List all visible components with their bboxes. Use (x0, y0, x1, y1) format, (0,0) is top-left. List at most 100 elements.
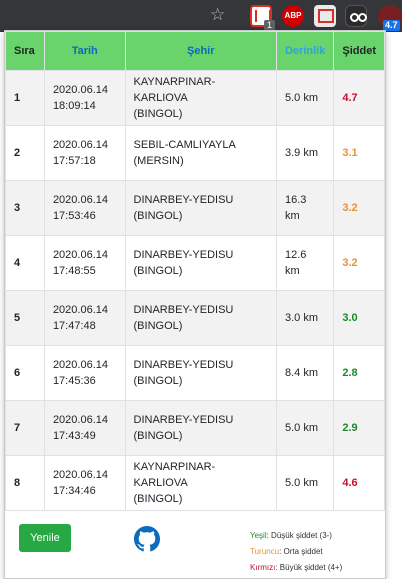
row-place: DINARBEY-YEDISU (133, 304, 234, 316)
row-province: (BINGOL) (133, 210, 183, 222)
row-magnitude: 4.6 (333, 455, 385, 511)
calendar-extension-icon[interactable] (314, 5, 336, 27)
header-sehir: Şehir (124, 31, 277, 71)
row-time: 17:48:55 (52, 265, 96, 277)
row-depth-line1: 3.9 km (284, 147, 318, 159)
row-magnitude: 3.1 (333, 125, 385, 181)
adblock-plus-icon[interactable]: ABP (282, 5, 304, 27)
row-index: 8 (5, 455, 45, 511)
row-depth-line1: 16.3 (284, 194, 307, 206)
table-row: 8 2020.06.14 17:34:46 KAYNARPINAR-KARLIOVA (… (5, 455, 385, 511)
row-date: 2020.06.14 (52, 139, 108, 151)
row-index: 1 (5, 70, 45, 126)
table-row: 7 2020.06.14 17:43:49 DINARBEY-YEDISU (BINGO… (5, 400, 385, 456)
row-place: KAYNARPINAR-KARLIOVA (133, 461, 216, 489)
row-location: DINARBEY-YEDISU (BINGOL) (124, 290, 277, 346)
row-depth: 3.0 km (275, 290, 335, 346)
row-datetime: 2020.06.14 17:45:36 (43, 345, 126, 401)
row-time: 17:45:36 (52, 375, 96, 387)
row-time: 17:53:46 (52, 210, 96, 222)
browser-toolbar: ☆ 1 ABP 4.7 (0, 0, 402, 32)
row-province: (BINGOL) (133, 265, 183, 277)
row-depth: 5.0 km (275, 455, 335, 511)
row-province: (BINGOL) (133, 320, 183, 332)
row-time: 18:09:14 (52, 100, 96, 112)
row-province: (BINGOL) (133, 108, 183, 120)
row-magnitude: 3.0 (333, 290, 385, 346)
legend-medium: Turuncu: Orta şiddet (250, 547, 323, 556)
row-index: 5 (5, 290, 45, 346)
row-province: (BINGOL) (133, 375, 183, 387)
row-index: 4 (5, 235, 45, 291)
row-place: DINARBEY-YEDISU (133, 194, 234, 206)
github-icon[interactable] (134, 526, 160, 552)
row-date: 2020.06.14 (52, 84, 108, 96)
row-datetime: 2020.06.14 17:43:49 (43, 400, 126, 456)
row-location: KAYNARPINAR-KARLIOVA (BINGOL) (124, 455, 277, 511)
row-depth-line1: 3.0 km (284, 312, 318, 324)
table-row: 6 2020.06.14 17:45:36 DINARBEY-YEDISU (BINGO… (5, 345, 385, 401)
row-place: SEBIL-CAMLIYAYLA (133, 139, 236, 151)
row-depth: 5.0 km (275, 70, 335, 126)
row-time: 17:34:46 (52, 485, 96, 497)
table-row: 4 2020.06.14 17:48:55 DINARBEY-YEDISU (BINGO… (5, 235, 385, 291)
severity-legend: Yeşil: Düşük şiddet (3-) Turuncu: Orta ş… (250, 528, 342, 576)
refresh-button[interactable]: Yenile (19, 524, 71, 552)
header-sira: Sıra (5, 31, 45, 71)
row-datetime: 2020.06.14 17:48:55 (43, 235, 126, 291)
row-datetime: 2020.06.14 17:34:46 (43, 455, 126, 511)
robot-extension-icon[interactable] (345, 5, 367, 27)
row-place: DINARBEY-YEDISU (133, 249, 234, 261)
row-magnitude: 2.8 (333, 345, 385, 401)
table-row: 2 2020.06.14 17:57:18 SEBIL-CAMLIYAYLA (MERS… (5, 125, 385, 181)
row-depth-line1: 5.0 km (284, 92, 318, 104)
table-header-row: Sıra Tarih Şehir Derinlik Şiddet (5, 31, 385, 71)
earthquake-badge: 4.7 (383, 20, 400, 31)
row-province: (BINGOL) (133, 493, 183, 505)
row-date: 2020.06.14 (52, 194, 108, 206)
row-depth-line2: km (284, 265, 300, 277)
row-depth-line1: 12.6 (284, 249, 307, 261)
row-date: 2020.06.14 (52, 304, 108, 316)
bookmark-star-icon[interactable]: ☆ (210, 5, 226, 25)
row-time: 17:57:18 (52, 155, 96, 167)
row-index: 3 (5, 180, 45, 236)
row-place: KAYNARPINAR-KARLIOVA (133, 76, 216, 104)
row-location: SEBIL-CAMLIYAYLA (MERSIN) (124, 125, 277, 181)
legend-high: Kırmızı: Büyük şiddet (4+) (250, 563, 343, 572)
row-location: DINARBEY-YEDISU (BINGOL) (124, 400, 277, 456)
row-depth: 16.3 km (275, 180, 335, 236)
row-depth-line1: 5.0 km (284, 422, 318, 434)
row-location: DINARBEY-YEDISU (BINGOL) (124, 345, 277, 401)
row-place: DINARBEY-YEDISU (133, 414, 234, 426)
legend-low: Yeşil: Düşük şiddet (3-) (250, 531, 332, 540)
row-date: 2020.06.14 (52, 249, 108, 261)
row-index: 6 (5, 345, 45, 401)
row-datetime: 2020.06.14 17:57:18 (43, 125, 126, 181)
row-province: (MERSIN) (133, 155, 184, 167)
popup-footer: Yenile Yeşil: Düşük şiddet (3-) Turuncu:… (5, 511, 385, 579)
row-location: KAYNARPINAR-KARLIOVA (BINGOL) (124, 70, 277, 126)
header-derinlik: Derinlik (275, 31, 335, 71)
table-row: 1 2020.06.14 18:09:14 KAYNARPINAR-KARLIOVA (… (5, 70, 385, 126)
gmail-badge: 1 (264, 20, 275, 31)
header-siddet: Şiddet (333, 31, 385, 71)
row-depth: 5.0 km (275, 400, 335, 456)
row-datetime: 2020.06.14 18:09:14 (43, 70, 126, 126)
row-date: 2020.06.14 (52, 469, 108, 481)
row-place: DINARBEY-YEDISU (133, 359, 234, 371)
row-time: 17:47:48 (52, 320, 96, 332)
row-depth-line2: km (284, 210, 300, 222)
table-row: 5 2020.06.14 17:47:48 DINARBEY-YEDISU (BINGO… (5, 290, 385, 346)
row-depth: 8.4 km (275, 345, 335, 401)
row-index: 2 (5, 125, 45, 181)
earthquake-popup: Sıra Tarih Şehir Derinlik Şiddet 1 2020.0… (4, 30, 386, 579)
row-date: 2020.06.14 (52, 414, 108, 426)
row-magnitude: 4.7 (333, 70, 385, 126)
row-depth: 3.9 km (275, 125, 335, 181)
row-magnitude: 2.9 (333, 400, 385, 456)
table-row: 3 2020.06.14 17:53:46 DINARBEY-YEDISU (BINGO… (5, 180, 385, 236)
row-depth: 12.6 km (275, 235, 335, 291)
row-province: (BINGOL) (133, 430, 183, 442)
row-datetime: 2020.06.14 17:53:46 (43, 180, 126, 236)
